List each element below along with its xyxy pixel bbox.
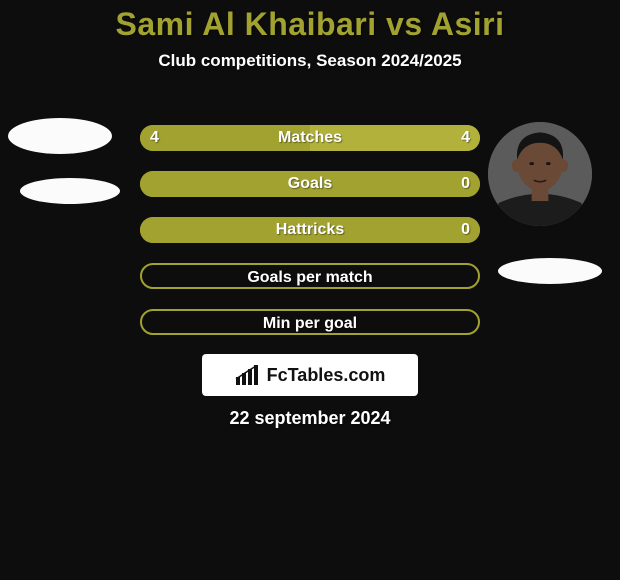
stat-label: Goals per match xyxy=(142,265,478,287)
stat-label: Goals xyxy=(140,171,480,197)
left-player-avatar xyxy=(8,118,112,154)
fctables-logo[interactable]: FcTables.com xyxy=(202,354,418,396)
stat-label: Matches xyxy=(140,125,480,151)
stat-label: Hattricks xyxy=(140,217,480,243)
stat-row: Min per goal xyxy=(140,309,480,335)
right-player-avatar xyxy=(488,122,592,226)
page-title: Sami Al Khaibari vs Asiri xyxy=(0,0,620,43)
avatar-illustration xyxy=(488,122,592,226)
stat-label: Min per goal xyxy=(142,311,478,333)
left-team-badge xyxy=(20,178,120,204)
logo-text: FcTables.com xyxy=(267,365,386,386)
bars-icon xyxy=(235,365,261,385)
subtitle: Club competitions, Season 2024/2025 xyxy=(0,51,620,71)
stat-row: Goals per match xyxy=(140,263,480,289)
comparison-bars: 44Matches 0Goals 0Hattricks Goals per match… xyxy=(140,125,480,355)
right-team-badge xyxy=(498,258,602,284)
stat-row: 0Goals xyxy=(140,171,480,197)
stat-row: 0Hattricks xyxy=(140,217,480,243)
date-label: 22 september 2024 xyxy=(0,408,620,429)
stat-row: 44Matches xyxy=(140,125,480,151)
